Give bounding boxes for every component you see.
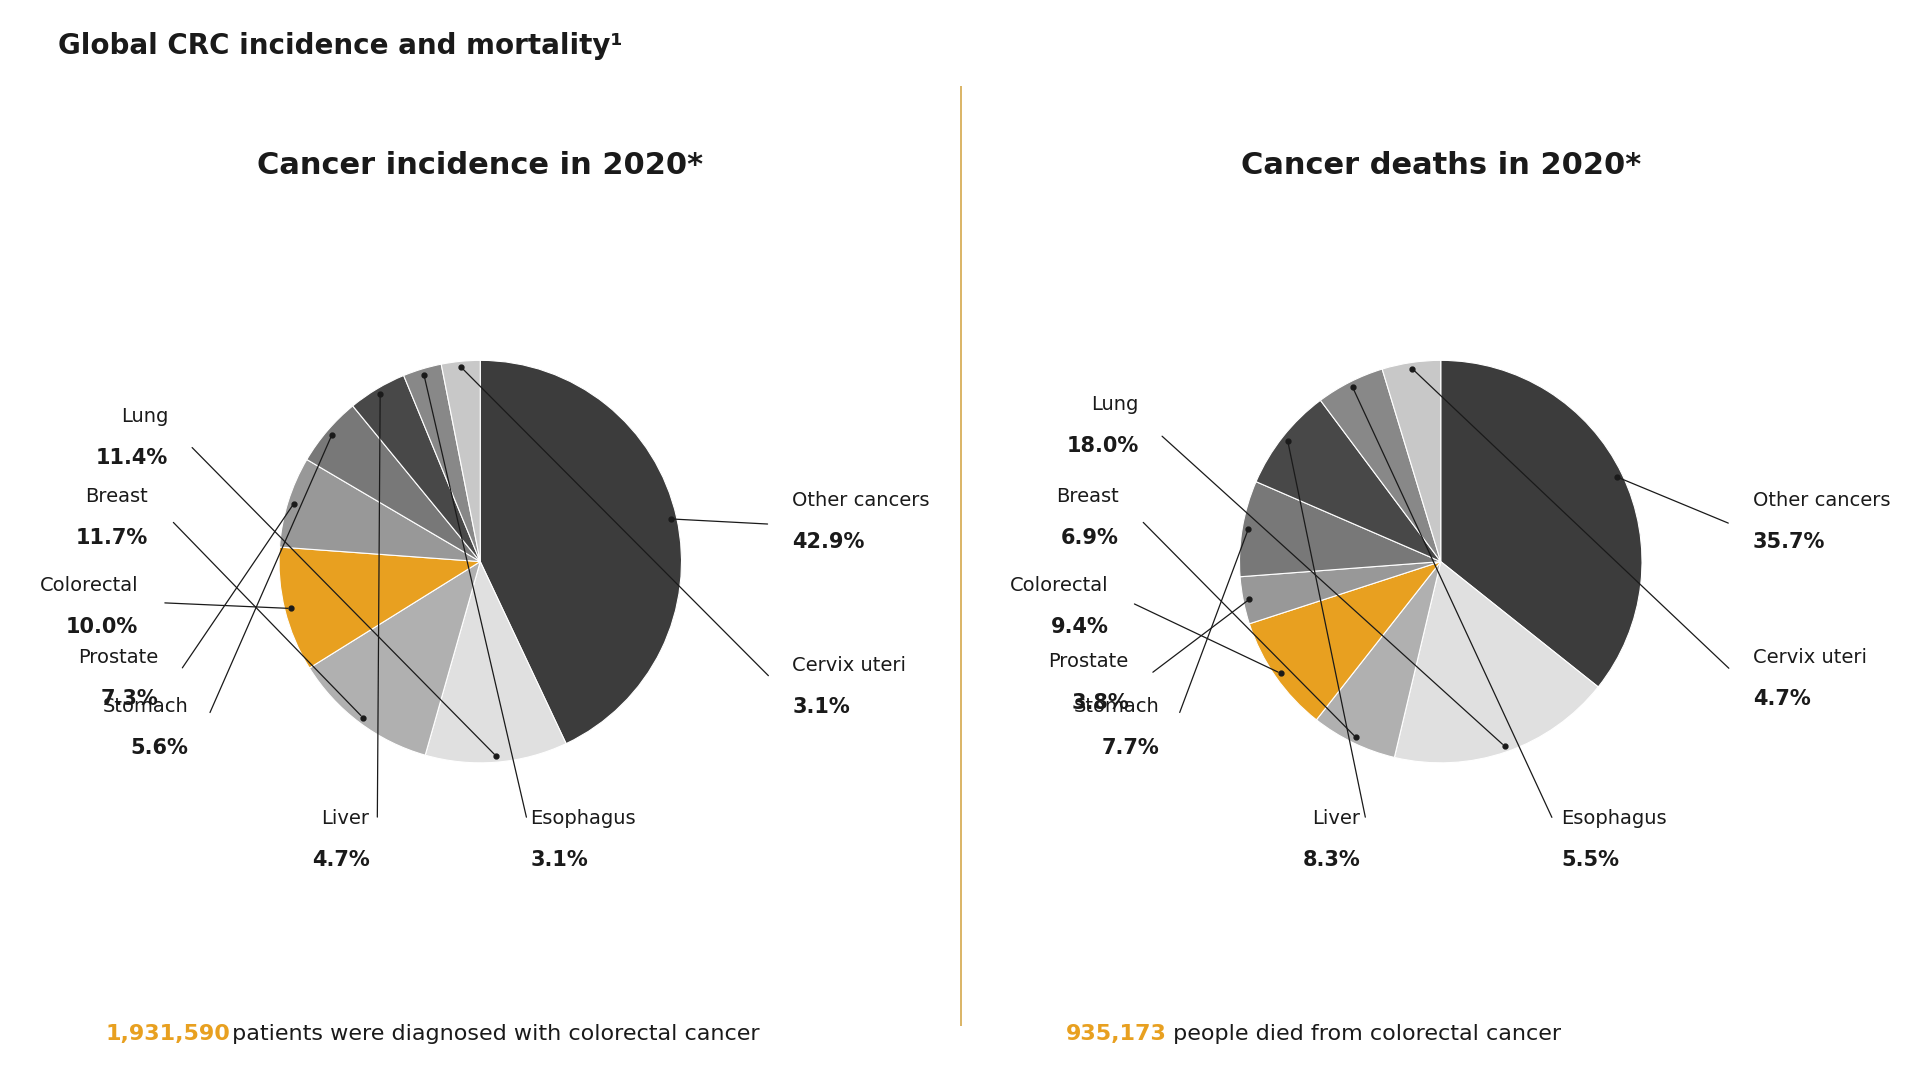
Wedge shape (403, 364, 480, 562)
Text: Other cancers: Other cancers (1752, 491, 1890, 510)
Text: 7.3%: 7.3% (100, 689, 158, 710)
Wedge shape (1316, 562, 1441, 757)
Wedge shape (1256, 401, 1441, 562)
Wedge shape (1383, 361, 1441, 562)
Wedge shape (1239, 482, 1441, 577)
Wedge shape (280, 459, 480, 562)
Text: Prostate: Prostate (1049, 652, 1130, 672)
Wedge shape (442, 361, 480, 562)
Wedge shape (1395, 562, 1598, 762)
Text: 5.5%: 5.5% (1562, 850, 1619, 870)
Text: 8.3%: 8.3% (1302, 850, 1360, 870)
Text: Esophagus: Esophagus (530, 809, 636, 828)
Text: Colorectal: Colorectal (1010, 576, 1108, 595)
Wedge shape (1441, 361, 1642, 687)
Text: 11.4%: 11.4% (96, 448, 169, 468)
Text: Liver: Liver (1312, 809, 1360, 828)
Text: 3.1%: 3.1% (530, 850, 588, 870)
Text: Colorectal: Colorectal (40, 576, 138, 595)
Text: 1,931,590: 1,931,590 (106, 1024, 231, 1044)
Text: people died from colorectal cancer: people died from colorectal cancer (1166, 1024, 1562, 1044)
Wedge shape (425, 562, 567, 762)
Wedge shape (1249, 562, 1441, 720)
Text: Lung: Lung (121, 407, 169, 426)
Text: Global CRC incidence and mortality¹: Global CRC incidence and mortality¹ (58, 32, 622, 60)
Text: Breast: Breast (85, 487, 148, 507)
Text: 935,173: 935,173 (1066, 1024, 1168, 1044)
Text: 42.9%: 42.9% (791, 532, 864, 552)
Wedge shape (307, 406, 480, 562)
Wedge shape (480, 361, 682, 744)
Wedge shape (353, 376, 480, 562)
Text: 9.4%: 9.4% (1051, 617, 1108, 637)
Text: Liver: Liver (321, 809, 369, 828)
Text: 35.7%: 35.7% (1752, 532, 1825, 552)
Text: 18.0%: 18.0% (1066, 436, 1139, 456)
Wedge shape (1320, 369, 1441, 562)
Title: Cancer incidence in 2020*: Cancer incidence in 2020* (257, 151, 703, 180)
Text: 4.7%: 4.7% (1752, 689, 1810, 710)
Text: Other cancers: Other cancers (791, 491, 930, 510)
Text: Prostate: Prostate (79, 648, 158, 667)
Text: Cervix uteri: Cervix uteri (1752, 648, 1867, 667)
Text: 10.0%: 10.0% (65, 617, 138, 637)
Text: Cervix uteri: Cervix uteri (791, 657, 907, 675)
Text: 4.7%: 4.7% (311, 850, 369, 870)
Text: Breast: Breast (1057, 487, 1118, 507)
Wedge shape (309, 562, 480, 755)
Wedge shape (1241, 562, 1441, 624)
Text: Lung: Lung (1091, 394, 1139, 414)
Text: 11.7%: 11.7% (77, 528, 148, 549)
Text: 3.8%: 3.8% (1072, 693, 1130, 714)
Text: Stomach: Stomach (102, 697, 188, 716)
Text: 6.9%: 6.9% (1060, 528, 1118, 549)
Text: 3.1%: 3.1% (791, 698, 849, 717)
Wedge shape (279, 548, 480, 669)
Text: patients were diagnosed with colorectal cancer: patients were diagnosed with colorectal … (225, 1024, 759, 1044)
Text: Esophagus: Esophagus (1562, 809, 1667, 828)
Text: Stomach: Stomach (1074, 697, 1158, 716)
Title: Cancer deaths in 2020*: Cancer deaths in 2020* (1241, 151, 1641, 180)
Text: 7.7%: 7.7% (1101, 738, 1158, 758)
Text: 5.6%: 5.6% (131, 738, 188, 758)
